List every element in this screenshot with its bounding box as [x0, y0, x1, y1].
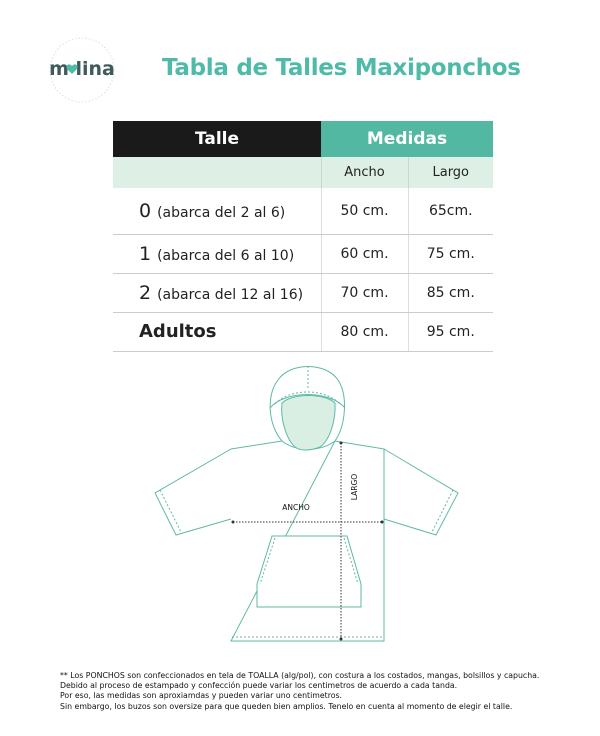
table-row: 1 (abarca del 6 al 10) 60 cm. 75 cm.	[113, 234, 493, 274]
table-row: 0 (abarca del 2 al 6) 50 cm. 65cm.	[113, 188, 493, 235]
size-label: Adultos	[139, 321, 217, 342]
page-title: Tabla de Talles Maxiponchos	[162, 55, 521, 81]
kangaroo-pocket	[256, 535, 362, 608]
size-range: (abarca del 6 al 10)	[157, 247, 295, 264]
size-table: Talle Medidas Ancho Largo 0 (abarca del 2…	[113, 121, 493, 352]
ancho-value: 50 cm.	[320, 188, 408, 235]
ancho-label: ANCHO	[282, 503, 310, 512]
note-line: ** Los PONCHOS son confeccionados en tel…	[60, 671, 540, 680]
ancho-value: 70 cm.	[320, 273, 408, 313]
size-label: 2	[139, 281, 152, 304]
svg-text:m lina: m lina	[49, 58, 115, 80]
ancho-value: 80 cm.	[320, 312, 408, 352]
subheader-largo: Largo	[407, 157, 493, 188]
size-range: (abarca del 2 al 6)	[157, 204, 286, 221]
size-label: 1	[139, 242, 152, 265]
note-line: Por eso, las medidas son aproxiamdas y p…	[60, 691, 343, 701]
left-sleeve	[154, 448, 232, 536]
header-talle: Talle	[113, 121, 321, 157]
note-line: Sin embargo, los buzos son oversize para…	[60, 701, 513, 711]
molina-logo: m lina	[49, 37, 115, 103]
note-line: Debido al proceso de estampado y confecc…	[60, 681, 458, 691]
largo-value: 95 cm.	[407, 312, 493, 352]
footnotes: ** Los PONCHOS son confeccionados en tel…	[60, 671, 539, 712]
table-row: Adultos 80 cm. 95 cm.	[113, 312, 493, 352]
right-sleeve	[383, 448, 459, 536]
hood-face	[281, 395, 336, 451]
largo-value: 65cm.	[407, 188, 493, 235]
largo-label: LARGO	[350, 474, 359, 501]
largo-value: 85 cm.	[407, 273, 493, 313]
size-label: 0	[139, 199, 152, 222]
subheader-ancho: Ancho	[320, 157, 408, 188]
largo-value: 75 cm.	[407, 234, 493, 274]
header-medidas: Medidas	[321, 121, 493, 157]
ancho-value: 60 cm.	[320, 234, 408, 274]
subheader-empty	[113, 157, 321, 188]
table-row: 2 (abarca del 12 al 16) 70 cm. 85 cm.	[113, 273, 493, 313]
size-range: (abarca del 12 al 16)	[157, 286, 304, 303]
